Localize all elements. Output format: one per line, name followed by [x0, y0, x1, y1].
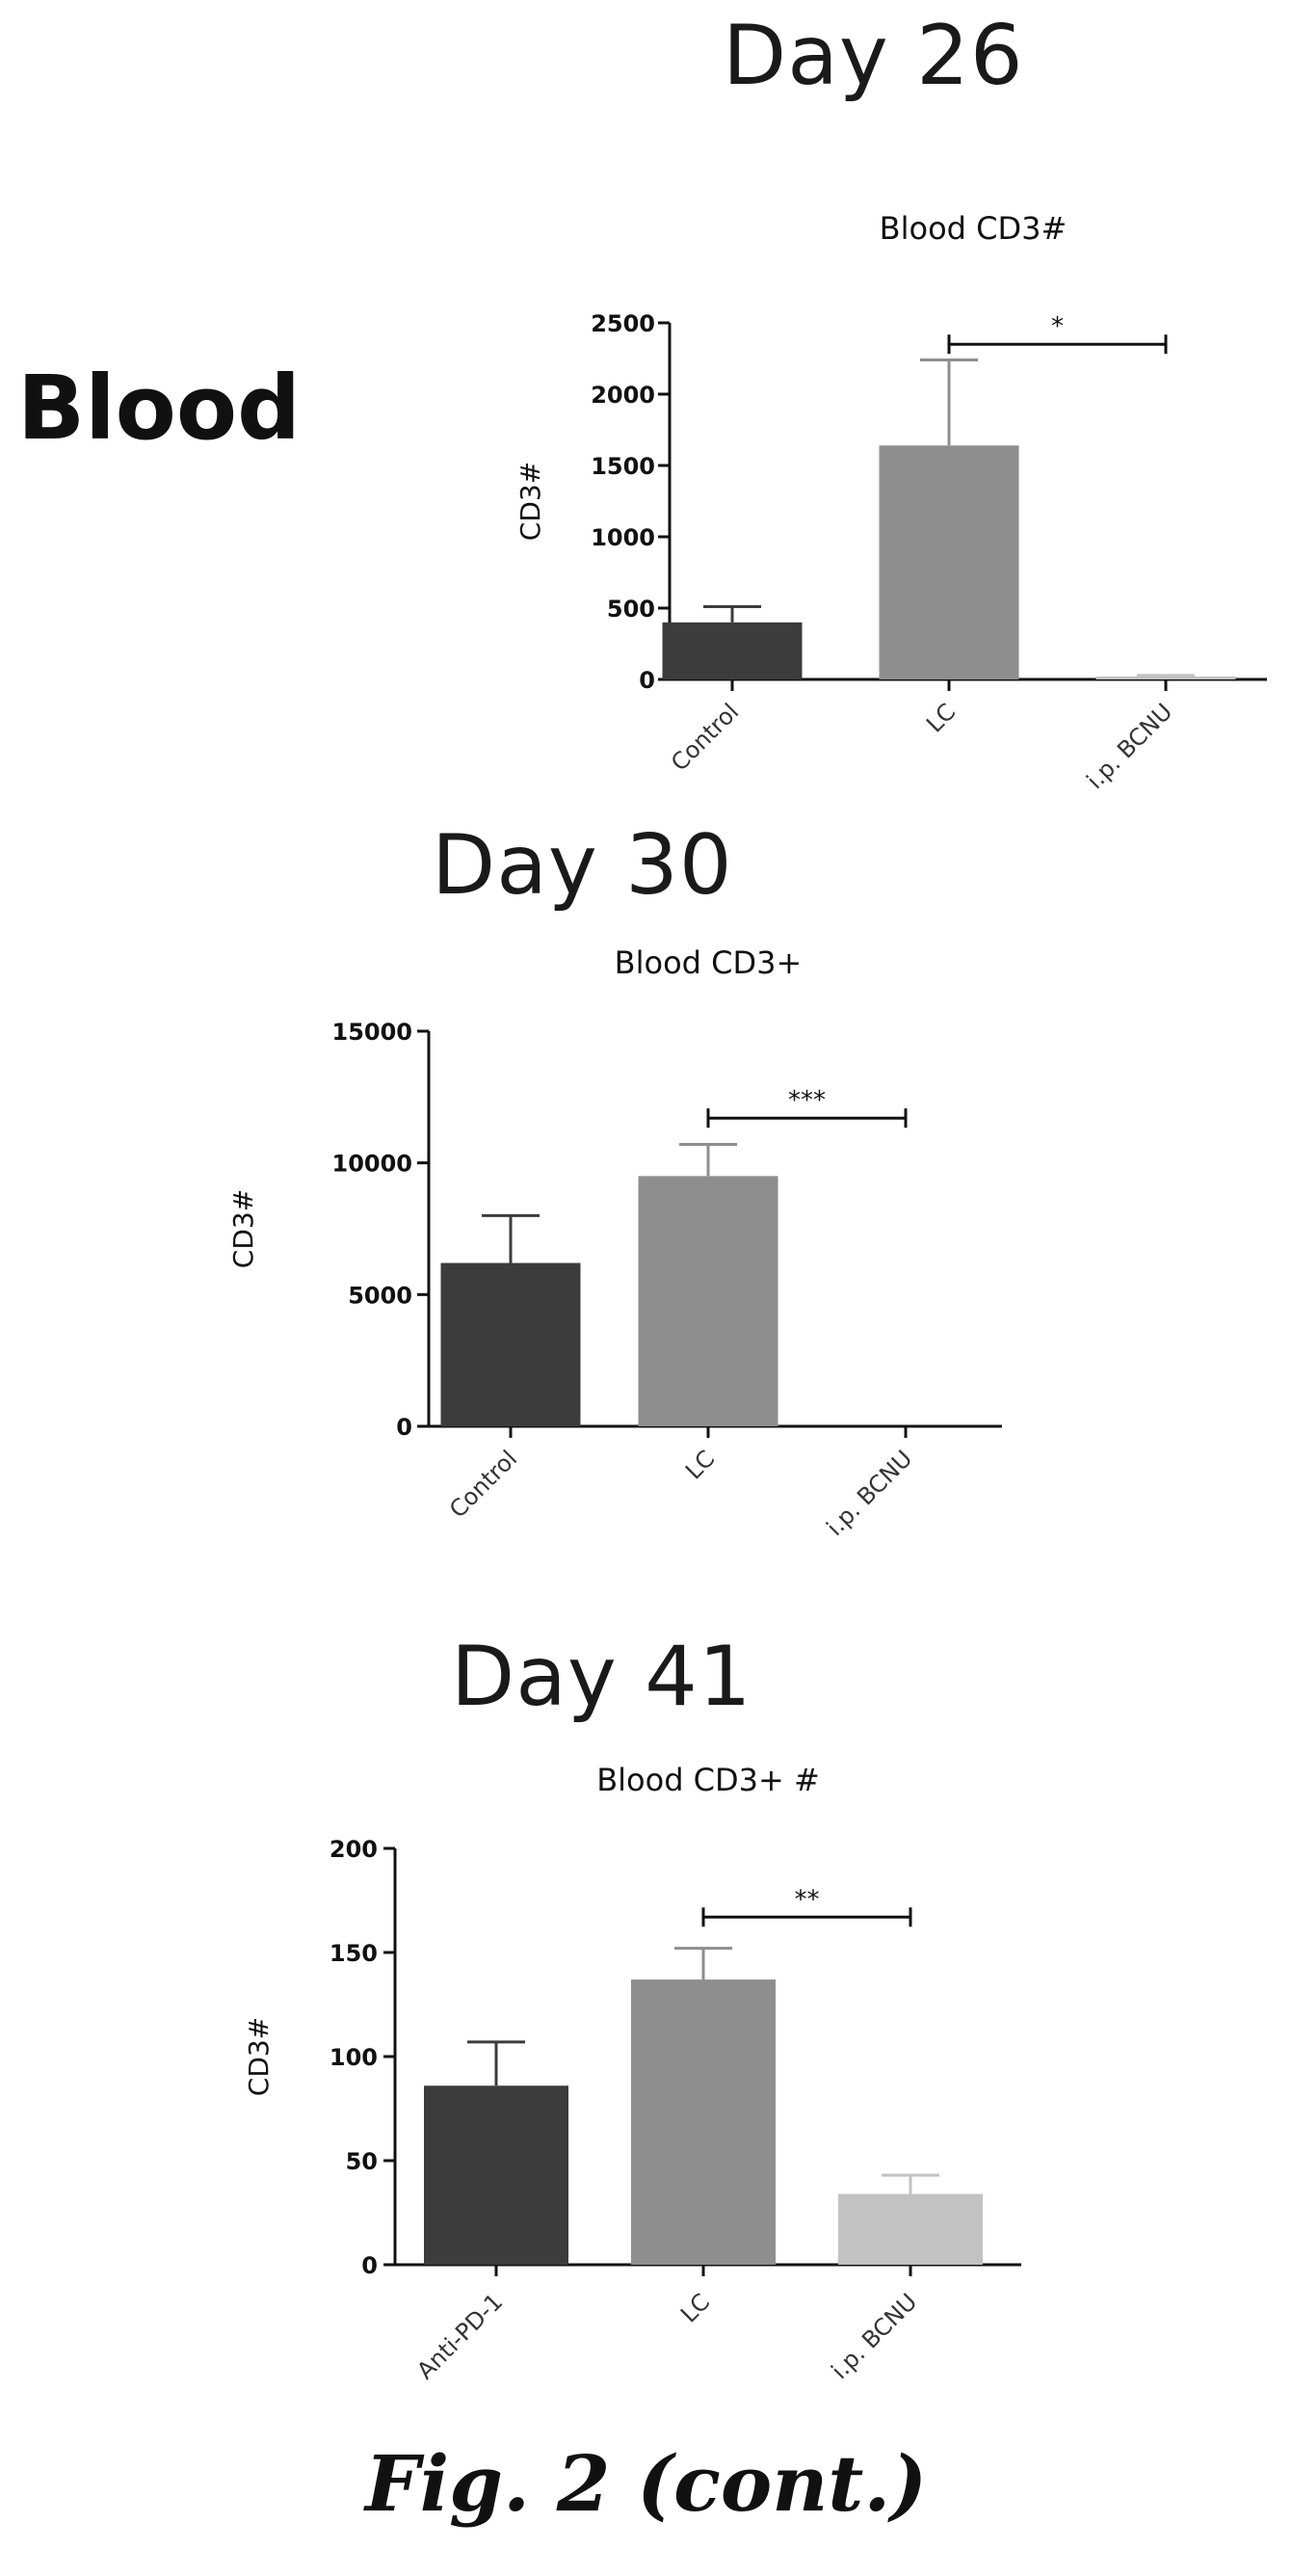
chart-title: Blood CD3+ — [615, 944, 803, 981]
significance-label: *** — [788, 1086, 826, 1115]
bar — [631, 1979, 776, 2265]
y-tick-label: 10000 — [332, 1151, 413, 1178]
chart-title: Blood CD3+ # — [596, 1762, 820, 1798]
bar — [838, 2193, 983, 2265]
day-41-title: Day 41 — [451, 1629, 752, 1725]
bar — [424, 2085, 568, 2265]
y-tick-label: 15000 — [332, 1019, 413, 1046]
day-26-title: Day 26 — [723, 8, 1024, 104]
bar — [662, 622, 803, 679]
category-label: i.p. BCNU — [826, 2288, 922, 2384]
y-tick-label: 1500 — [591, 453, 655, 480]
category-label: LC — [675, 2288, 715, 2327]
bar — [440, 1262, 581, 1426]
y-axis-label: CD3# — [514, 462, 546, 541]
y-tick-label: 500 — [607, 596, 655, 623]
y-tick-label: 0 — [396, 1414, 412, 1441]
bar — [1095, 677, 1236, 679]
y-tick-label: 0 — [361, 2252, 378, 2279]
bar — [638, 1176, 778, 1426]
y-tick-label: 2500 — [591, 310, 655, 337]
category-label: Anti-PD-1 — [411, 2288, 508, 2384]
y-tick-label: 0 — [639, 667, 655, 694]
chart-title: Blood CD3# — [880, 210, 1068, 247]
y-axis-label: CD3# — [227, 1189, 259, 1268]
y-tick-label: 1000 — [591, 524, 655, 551]
y-tick-label: 2000 — [591, 382, 655, 409]
y-tick-label: 50 — [346, 2148, 378, 2175]
y-axis-label: CD3# — [243, 2017, 275, 2096]
day-30-title: Day 30 — [432, 817, 733, 914]
y-tick-label: 150 — [330, 1940, 378, 1967]
bar — [879, 445, 1019, 679]
y-tick-label: 200 — [330, 1836, 378, 1863]
section-label: Blood — [17, 357, 301, 460]
significance-label: * — [1051, 312, 1064, 341]
figure-caption: Fig. 2 (cont.) — [364, 2438, 928, 2529]
y-tick-label: 5000 — [348, 1282, 412, 1309]
y-tick-label: 100 — [330, 2044, 378, 2071]
significance-label: ** — [795, 1885, 820, 1914]
